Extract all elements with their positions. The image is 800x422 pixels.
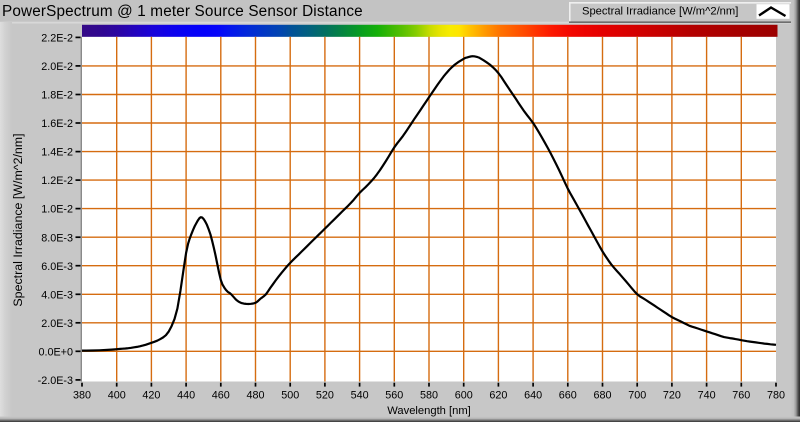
svg-text:1.2E-2: 1.2E-2 <box>41 175 73 187</box>
svg-text:440: 440 <box>177 390 195 402</box>
svg-text:2.0E-3: 2.0E-3 <box>41 318 73 330</box>
svg-text:780: 780 <box>767 390 785 402</box>
svg-text:1.4E-2: 1.4E-2 <box>41 147 73 159</box>
svg-text:640: 640 <box>524 390 542 402</box>
svg-text:660: 660 <box>559 390 577 402</box>
svg-text:400: 400 <box>108 390 126 402</box>
svg-text:500: 500 <box>281 390 299 402</box>
svg-text:Wavelength [nm]: Wavelength [nm] <box>387 405 471 417</box>
svg-text:720: 720 <box>663 390 681 402</box>
svg-text:540: 540 <box>351 390 369 402</box>
svg-text:1.0E-2: 1.0E-2 <box>41 204 73 216</box>
svg-text:680: 680 <box>593 390 611 402</box>
svg-text:Spectral Irradiance [W/m^2/nm]: Spectral Irradiance [W/m^2/nm] <box>11 133 25 306</box>
svg-text:0.0E+0: 0.0E+0 <box>38 346 73 358</box>
svg-text:420: 420 <box>142 390 160 402</box>
svg-text:2.0E-2: 2.0E-2 <box>41 61 73 73</box>
svg-text:4.0E-3: 4.0E-3 <box>41 289 73 301</box>
svg-text:8.0E-3: 8.0E-3 <box>41 232 73 244</box>
svg-text:1.6E-2: 1.6E-2 <box>41 118 73 130</box>
svg-text:1.8E-2: 1.8E-2 <box>41 90 73 102</box>
svg-text:380: 380 <box>73 390 91 402</box>
svg-text:2.2E-2: 2.2E-2 <box>41 33 73 45</box>
svg-text:580: 580 <box>420 390 438 402</box>
svg-text:480: 480 <box>246 390 264 402</box>
svg-text:620: 620 <box>489 390 507 402</box>
svg-text:740: 740 <box>698 390 716 402</box>
svg-text:460: 460 <box>212 390 230 402</box>
svg-text:600: 600 <box>455 390 473 402</box>
svg-text:PowerSpectrum @ 1 meter Source: PowerSpectrum @ 1 meter Source Sensor Di… <box>2 3 363 20</box>
svg-text:520: 520 <box>316 390 334 402</box>
svg-text:760: 760 <box>732 390 750 402</box>
svg-text:6.0E-3: 6.0E-3 <box>41 261 73 273</box>
svg-text:560: 560 <box>385 390 403 402</box>
svg-text:Spectral Irradiance [W/m^2/nm]: Spectral Irradiance [W/m^2/nm] <box>582 5 738 17</box>
svg-text:700: 700 <box>628 390 646 402</box>
svg-text:-2.0E-3: -2.0E-3 <box>38 375 73 387</box>
